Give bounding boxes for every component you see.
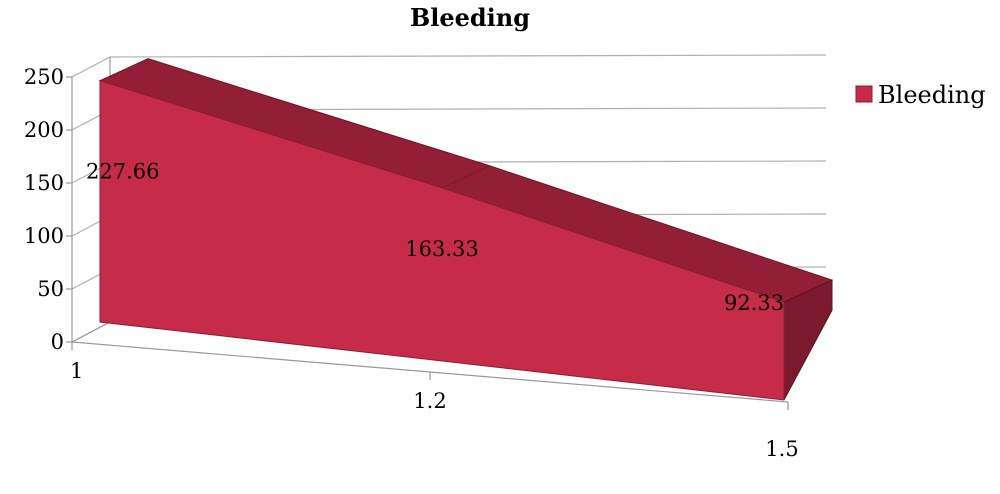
data-label-1.2: 163.33 — [405, 237, 478, 261]
area-top-crease — [441, 165, 491, 189]
y-axis-tick-labels: 0 50 100 150 200 250 — [24, 65, 64, 354]
data-label-1: 227.66 — [86, 160, 159, 184]
x-tick-label: 1 — [70, 359, 83, 383]
area-front-face — [99, 80, 785, 401]
x-tick-label: 1.5 — [765, 437, 798, 461]
y-tick-label: 100 — [24, 224, 64, 248]
legend-label-bleeding: Bleeding — [878, 81, 986, 109]
legend-swatch-bleeding — [855, 85, 873, 103]
y-tick-label: 0 — [51, 330, 64, 354]
legend: Bleeding — [855, 81, 986, 109]
series-bleeding-area — [98, 58, 834, 401]
data-labels: 227.66 163.33 92.33 — [86, 160, 784, 315]
y-tick-label: 200 — [24, 118, 64, 142]
y-tick-label: 150 — [24, 171, 64, 195]
y-tick-label: 50 — [37, 277, 64, 301]
chart-title: Bleeding — [410, 3, 530, 32]
data-label-1.5: 92.33 — [724, 291, 784, 315]
y-tick-label: 250 — [24, 65, 64, 89]
x-tick-label: 1.2 — [413, 389, 446, 413]
x-axis-tick-labels: 1 1.2 1.5 — [70, 342, 799, 461]
